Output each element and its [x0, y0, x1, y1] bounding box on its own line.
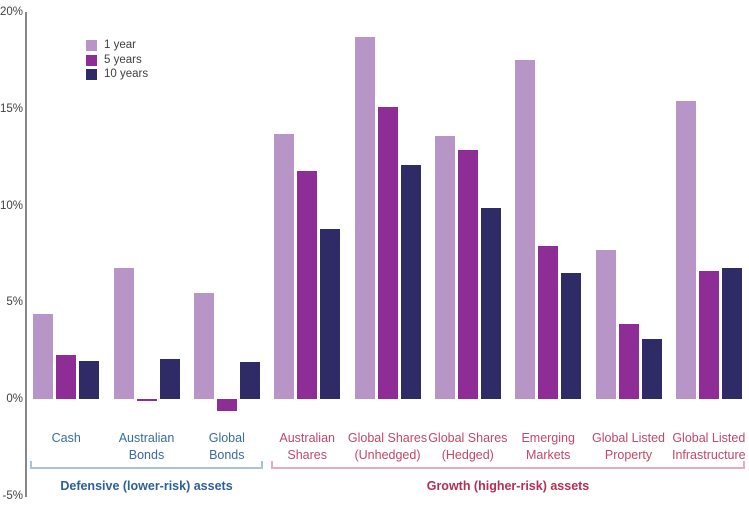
category-label-0: Cash: [51, 431, 81, 445]
legend-swatch-icon: [86, 40, 97, 51]
bar-10-years-6: [561, 273, 582, 400]
bar-10-years-0: [79, 360, 100, 400]
bar-10-years-2: [239, 362, 260, 400]
bracket-1: [271, 461, 745, 469]
y-axis-tick-label: 0%: [6, 393, 23, 406]
legend-swatch-icon: [86, 69, 97, 80]
legend-item-1-year: 1 year: [86, 39, 148, 51]
legend-item-5-years: 5 years: [86, 53, 148, 66]
bar-10-years-7: [641, 339, 662, 400]
bar-5-years-2: [216, 399, 237, 411]
y-axis-tick-label: -5%: [2, 490, 23, 502]
legend-label: 10 years: [104, 68, 149, 80]
bar-1-year-3: [274, 134, 295, 400]
bar-5-years-6: [538, 246, 559, 400]
category-label-3: Australian Shares: [279, 431, 335, 462]
bar-1-year-7: [595, 250, 616, 400]
bar-5-years-7: [618, 323, 639, 400]
category-label-5: Global Shares (Hedged): [428, 431, 508, 462]
category-label-8: Global Listed Infrastructure: [671, 431, 746, 462]
y-axis-line: [25, 12, 27, 497]
bar-1-year-2: [193, 292, 214, 400]
bar-5-years-3: [297, 170, 318, 400]
y-axis-tick-label: 10%: [0, 199, 24, 212]
bar-10-years-5: [480, 207, 501, 400]
category-label-4: Global Shares (Unhedged): [347, 431, 428, 462]
y-axis-tick-label: 5%: [6, 296, 23, 309]
bar-1-year-4: [354, 37, 375, 400]
legend-swatch-icon: [86, 54, 97, 66]
bar-1-year-8: [675, 101, 696, 400]
group-caption-1: Growth (higher-risk) assets: [426, 479, 590, 493]
bar-10-years-4: [400, 164, 421, 400]
bar-5-years-0: [56, 354, 77, 400]
bar-10-years-3: [320, 228, 341, 400]
bar-1-year-5: [434, 135, 455, 400]
group-caption-0: Defensive (lower-risk) assets: [60, 479, 233, 493]
legend-label: 1 year: [104, 39, 136, 51]
y-axis-tick-label: 20%: [0, 6, 24, 18]
category-label-2: Global Bonds: [208, 431, 245, 462]
bar-10-years-8: [721, 267, 742, 400]
legend-label: 5 years: [104, 53, 142, 66]
bar-1-year-1: [113, 267, 134, 400]
y-axis-tick-label: 15%: [0, 102, 24, 115]
category-label-7: Global Listed Property: [592, 431, 665, 462]
legend: 1 year 5 years 10 years: [86, 39, 149, 84]
category-label-1: Australian Bonds: [118, 431, 175, 462]
bracket-0: [30, 461, 263, 469]
bar-5-years-8: [698, 271, 719, 400]
bar-10-years-1: [159, 358, 180, 400]
legend-item-10-years: 10 years: [86, 68, 149, 80]
bar-1-year-0: [33, 314, 54, 400]
category-label-6: Emerging Markets: [521, 431, 575, 462]
bar-1-year-6: [515, 60, 536, 400]
bar-5-years-1: [136, 399, 157, 402]
bar-5-years-4: [377, 106, 398, 400]
bar-5-years-5: [457, 149, 478, 400]
